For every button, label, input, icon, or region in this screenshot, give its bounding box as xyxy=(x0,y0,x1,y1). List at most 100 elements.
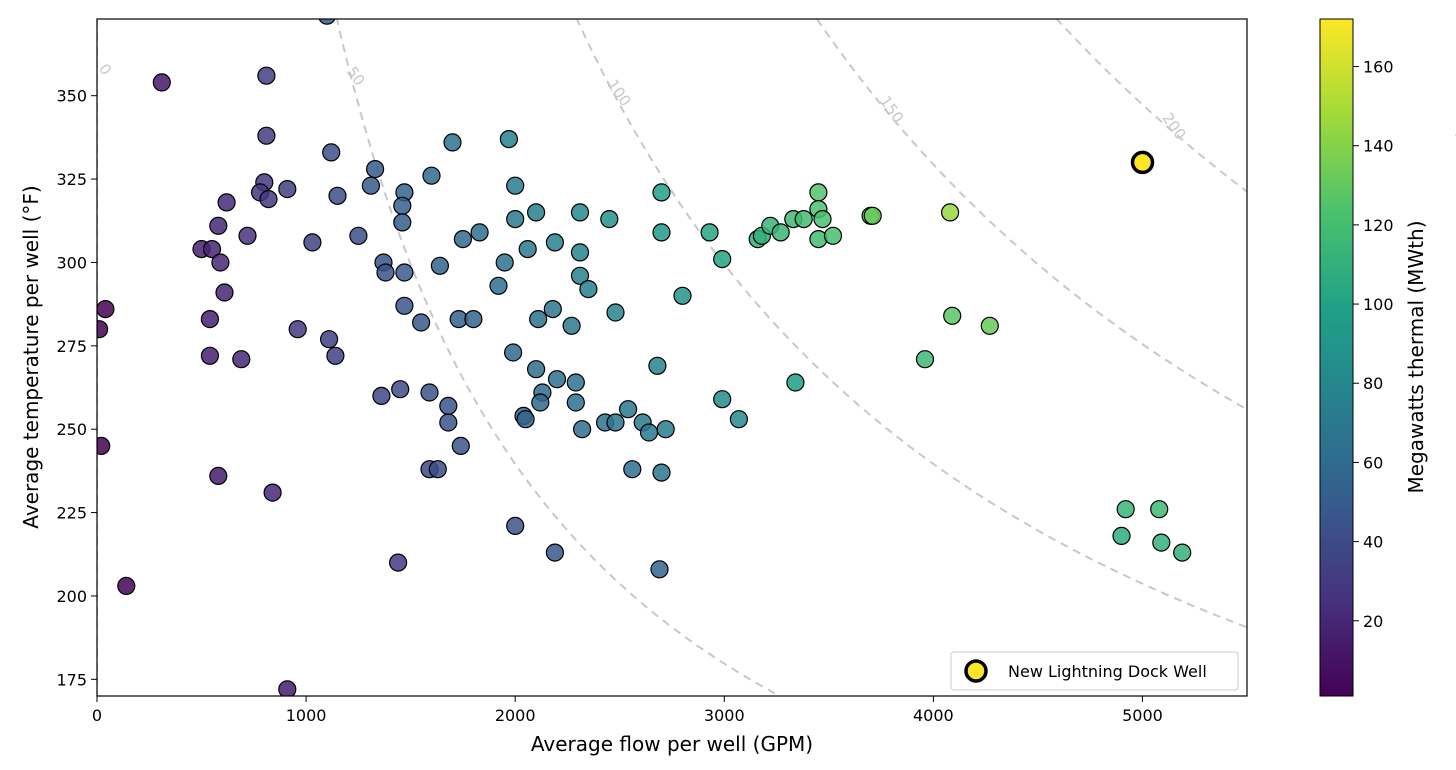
data-point xyxy=(200,310,219,329)
y-tick-label: 350 xyxy=(56,87,87,106)
data-point xyxy=(389,553,408,572)
data-point xyxy=(393,213,412,232)
data-point xyxy=(376,263,395,282)
colorbar-tick-label: 120 xyxy=(1363,216,1394,235)
y-tick-label: 225 xyxy=(56,504,87,523)
colorbar: 20 40 60 80 100 120 140 160 Megawatts thermal (… xyxy=(1319,18,1428,697)
data-point xyxy=(232,350,251,369)
data-point xyxy=(940,203,960,222)
colorbar-gradient xyxy=(1320,19,1353,696)
data-point xyxy=(1150,500,1169,519)
data-point xyxy=(443,133,462,152)
data-point xyxy=(439,413,458,432)
data-point xyxy=(288,320,307,339)
data-point xyxy=(451,436,470,455)
colorbar-tick-label: 60 xyxy=(1363,453,1383,472)
data-point xyxy=(215,283,234,302)
colorbar-tick-label: 20 xyxy=(1363,612,1383,631)
x-axis-label: Average flow per well (GPM) xyxy=(531,732,813,756)
data-point xyxy=(545,543,565,562)
data-point xyxy=(412,313,431,332)
data-point xyxy=(366,160,385,179)
x-tick-label: 3000 xyxy=(704,706,745,725)
x-tick-label: 5000 xyxy=(1122,706,1163,725)
data-point xyxy=(526,360,546,379)
data-point xyxy=(531,393,550,412)
data-point xyxy=(729,410,749,429)
data-point xyxy=(318,19,336,25)
data-point xyxy=(863,206,882,225)
data-point xyxy=(97,300,115,319)
data-point xyxy=(1116,500,1135,519)
data-point xyxy=(570,203,590,222)
data-point xyxy=(328,186,347,205)
data-point xyxy=(1112,526,1131,546)
highlight-layer xyxy=(1130,150,1155,175)
data-point xyxy=(562,316,581,335)
data-point xyxy=(566,373,585,392)
data-point xyxy=(506,516,525,536)
data-point xyxy=(543,300,562,319)
data-point xyxy=(506,210,525,229)
data-point xyxy=(326,346,345,365)
x-tick-label: 0 xyxy=(92,706,102,725)
data-point xyxy=(518,240,537,259)
x-axis: 0 1000 2000 3000 4000 5000 xyxy=(92,696,1163,725)
data-point xyxy=(771,223,790,242)
legend: New Lightning Dock Well xyxy=(950,651,1239,691)
data-point xyxy=(713,390,732,409)
data-point xyxy=(813,210,832,229)
data-point xyxy=(570,266,590,285)
y-tick-label: 200 xyxy=(56,587,87,606)
data-point xyxy=(570,243,590,262)
data-point xyxy=(428,460,447,479)
data-point xyxy=(506,176,525,195)
colorbar-tick-label: 40 xyxy=(1363,533,1383,552)
data-point xyxy=(529,310,548,329)
data-point xyxy=(547,370,567,389)
data-point xyxy=(97,436,111,455)
data-point xyxy=(259,190,278,209)
data-point xyxy=(420,383,439,402)
contour-line xyxy=(335,19,782,696)
data-point xyxy=(395,296,414,315)
data-point xyxy=(980,316,999,335)
data-point xyxy=(915,350,935,369)
scatter-points xyxy=(97,19,1192,696)
x-tick-label: 4000 xyxy=(913,706,954,725)
data-point xyxy=(823,226,843,245)
y-tick-label: 175 xyxy=(56,670,87,689)
data-point xyxy=(278,180,297,199)
contour-lines xyxy=(97,19,1247,696)
data-point xyxy=(794,210,813,229)
data-point xyxy=(464,310,483,329)
plot-background xyxy=(97,19,1247,696)
data-point xyxy=(489,276,508,295)
data-point xyxy=(652,183,671,202)
data-point xyxy=(572,420,592,439)
contour-line xyxy=(575,19,1247,629)
data-point xyxy=(545,233,565,252)
data-point xyxy=(257,126,276,145)
data-point xyxy=(422,166,441,185)
plot-frame xyxy=(96,18,1248,697)
data-point xyxy=(526,203,546,222)
data-point xyxy=(943,306,962,325)
data-point xyxy=(152,73,171,92)
data-point xyxy=(623,460,642,479)
data-point xyxy=(391,380,410,399)
colorbar-ticks: 20 40 60 80 100 120 140 160 xyxy=(1353,58,1394,631)
y-tick-label: 325 xyxy=(56,170,87,189)
data-point xyxy=(117,576,136,596)
colorbar-tick-label: 160 xyxy=(1363,58,1394,77)
data-point xyxy=(238,226,257,245)
data-point xyxy=(652,463,671,482)
data-point xyxy=(700,223,719,242)
data-point xyxy=(361,176,380,195)
x-tick-label: 2000 xyxy=(495,706,536,725)
data-point xyxy=(263,483,282,502)
y-axis-label: Average temperature per well (°F) xyxy=(19,185,43,528)
data-point xyxy=(1152,533,1171,552)
colorbar-frame xyxy=(1319,18,1354,697)
